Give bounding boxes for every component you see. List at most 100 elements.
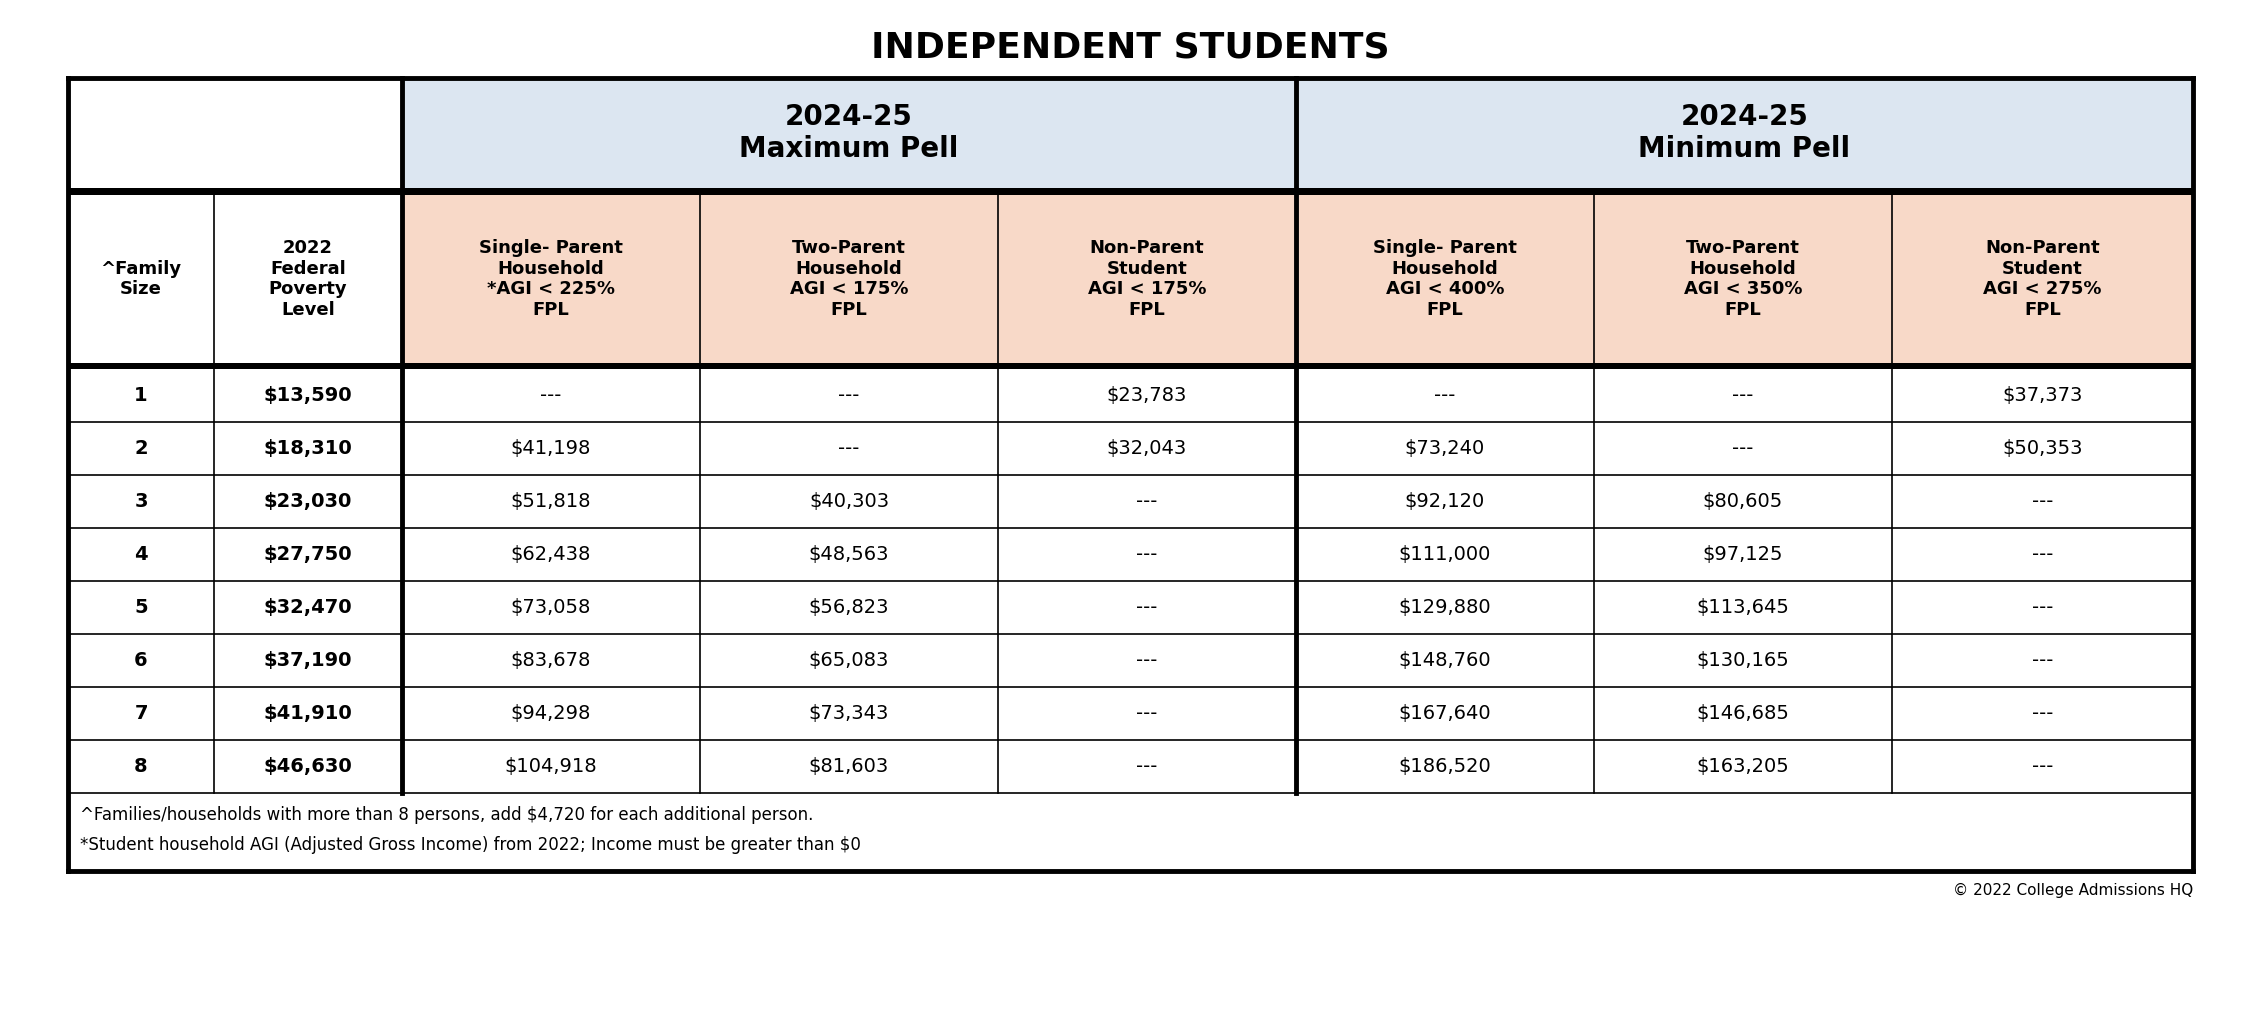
Bar bbox=[68, 528, 215, 581]
Text: ---: --- bbox=[2033, 651, 2053, 670]
Bar bbox=[1892, 528, 2193, 581]
Text: ---: --- bbox=[1137, 651, 1158, 670]
Bar bbox=[402, 740, 701, 793]
Bar bbox=[997, 422, 1296, 475]
Bar bbox=[997, 195, 1296, 362]
Bar bbox=[1296, 422, 1594, 475]
Text: $73,058: $73,058 bbox=[511, 598, 590, 617]
Text: ---: --- bbox=[839, 386, 859, 406]
Bar bbox=[402, 78, 1296, 188]
Text: ---: --- bbox=[1137, 705, 1158, 723]
Text: $50,353: $50,353 bbox=[2003, 439, 2082, 458]
Bar bbox=[68, 634, 215, 687]
Bar bbox=[701, 475, 997, 528]
Bar bbox=[1594, 422, 1892, 475]
Text: $13,590: $13,590 bbox=[265, 386, 353, 406]
Text: $32,470: $32,470 bbox=[265, 598, 353, 617]
Text: 2024-25
Minimum Pell: 2024-25 Minimum Pell bbox=[1639, 102, 1849, 163]
Text: $186,520: $186,520 bbox=[1400, 757, 1492, 776]
Bar bbox=[1594, 634, 1892, 687]
Text: INDEPENDENT STUDENTS: INDEPENDENT STUDENTS bbox=[870, 30, 1391, 63]
Text: ---: --- bbox=[1433, 386, 1456, 406]
Text: 2: 2 bbox=[133, 439, 147, 458]
Text: 6: 6 bbox=[133, 651, 147, 670]
Text: 1: 1 bbox=[133, 386, 147, 406]
Text: 3: 3 bbox=[133, 492, 147, 511]
Bar bbox=[701, 422, 997, 475]
Text: ^Families/households with more than 8 persons, add $4,720 for each additional pe: ^Families/households with more than 8 pe… bbox=[79, 806, 814, 824]
Text: Two-Parent
Household
AGI < 350%
FPL: Two-Parent Household AGI < 350% FPL bbox=[1684, 239, 1802, 319]
Bar bbox=[997, 634, 1296, 687]
Text: ---: --- bbox=[1137, 492, 1158, 511]
Bar bbox=[997, 687, 1296, 740]
Text: $148,760: $148,760 bbox=[1400, 651, 1492, 670]
Bar bbox=[68, 362, 2193, 369]
Text: $73,343: $73,343 bbox=[809, 705, 889, 723]
Bar bbox=[215, 634, 402, 687]
Text: $97,125: $97,125 bbox=[1703, 545, 1784, 564]
Bar bbox=[997, 740, 1296, 793]
Text: ---: --- bbox=[839, 439, 859, 458]
Text: Single- Parent
Household
*AGI < 225%
FPL: Single- Parent Household *AGI < 225% FPL bbox=[479, 239, 624, 319]
Text: ---: --- bbox=[2033, 598, 2053, 617]
Text: $40,303: $40,303 bbox=[809, 492, 889, 511]
Text: $83,678: $83,678 bbox=[511, 651, 590, 670]
Bar bbox=[402, 581, 701, 634]
Bar bbox=[402, 422, 701, 475]
Text: 7: 7 bbox=[133, 705, 147, 723]
Text: $37,190: $37,190 bbox=[265, 651, 353, 670]
Bar bbox=[1594, 528, 1892, 581]
Text: $80,605: $80,605 bbox=[1703, 492, 1784, 511]
Text: $41,910: $41,910 bbox=[265, 705, 353, 723]
Bar bbox=[1296, 687, 1594, 740]
Bar bbox=[1296, 740, 1594, 793]
Text: ---: --- bbox=[2033, 757, 2053, 776]
Text: $65,083: $65,083 bbox=[809, 651, 889, 670]
Bar bbox=[701, 687, 997, 740]
Bar bbox=[1594, 581, 1892, 634]
Text: $130,165: $130,165 bbox=[1696, 651, 1788, 670]
Text: ---: --- bbox=[2033, 545, 2053, 564]
Bar bbox=[1892, 634, 2193, 687]
Text: Single- Parent
Household
AGI < 400%
FPL: Single- Parent Household AGI < 400% FPL bbox=[1372, 239, 1517, 319]
Bar bbox=[1594, 475, 1892, 528]
Text: $18,310: $18,310 bbox=[265, 439, 353, 458]
Bar bbox=[215, 369, 402, 422]
Bar bbox=[701, 740, 997, 793]
Text: ---: --- bbox=[2033, 492, 2053, 511]
Bar bbox=[1892, 687, 2193, 740]
Bar bbox=[68, 793, 2193, 871]
Text: $32,043: $32,043 bbox=[1108, 439, 1187, 458]
Bar bbox=[1892, 475, 2193, 528]
Text: $48,563: $48,563 bbox=[809, 545, 889, 564]
Bar bbox=[701, 195, 997, 362]
Text: 4: 4 bbox=[133, 545, 147, 564]
Bar bbox=[1296, 581, 1594, 634]
Text: Non-Parent
Student
AGI < 175%
FPL: Non-Parent Student AGI < 175% FPL bbox=[1088, 239, 1207, 319]
Text: $41,198: $41,198 bbox=[511, 439, 590, 458]
Bar bbox=[215, 581, 402, 634]
Bar bbox=[1296, 369, 1594, 422]
Text: Two-Parent
Household
AGI < 175%
FPL: Two-Parent Household AGI < 175% FPL bbox=[789, 239, 909, 319]
Text: $73,240: $73,240 bbox=[1404, 439, 1485, 458]
Bar bbox=[1594, 687, 1892, 740]
Bar bbox=[68, 188, 2193, 195]
Text: $62,438: $62,438 bbox=[511, 545, 590, 564]
Text: ^Family
Size: ^Family Size bbox=[99, 260, 181, 298]
Text: $146,685: $146,685 bbox=[1696, 705, 1788, 723]
Bar bbox=[68, 740, 215, 793]
Text: 2022
Federal
Poverty
Level: 2022 Federal Poverty Level bbox=[269, 239, 348, 319]
Bar bbox=[1296, 475, 1594, 528]
Text: ---: --- bbox=[1137, 757, 1158, 776]
Text: © 2022 College Admissions HQ: © 2022 College Admissions HQ bbox=[1954, 883, 2193, 897]
Bar bbox=[402, 634, 701, 687]
Bar bbox=[68, 195, 215, 362]
Text: $163,205: $163,205 bbox=[1696, 757, 1788, 776]
Bar bbox=[215, 528, 402, 581]
Bar bbox=[402, 369, 701, 422]
Bar bbox=[1892, 369, 2193, 422]
Text: $37,373: $37,373 bbox=[2003, 386, 2082, 406]
Bar bbox=[215, 740, 402, 793]
Bar bbox=[997, 369, 1296, 422]
Bar bbox=[701, 369, 997, 422]
